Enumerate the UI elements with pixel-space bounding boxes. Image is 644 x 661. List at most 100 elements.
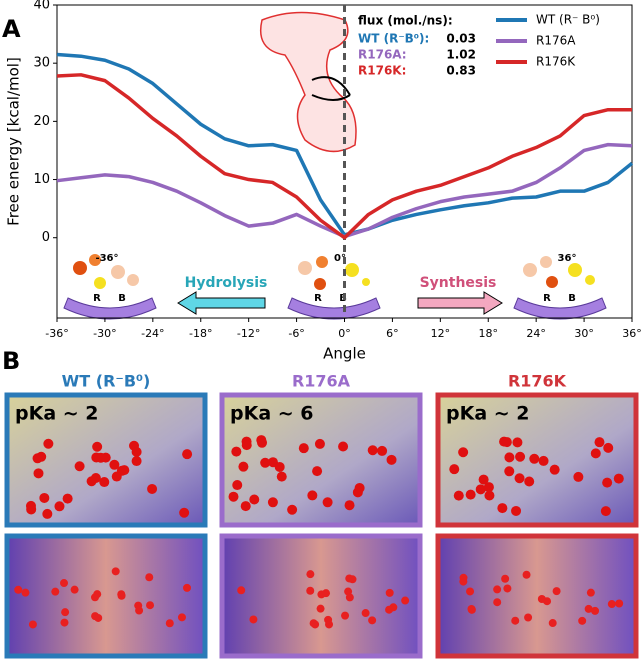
water — [578, 616, 587, 625]
water — [93, 590, 102, 599]
water — [497, 503, 508, 514]
water — [182, 449, 193, 460]
annotation: Hydrolysis — [185, 275, 268, 291]
water — [514, 473, 525, 484]
water — [119, 465, 130, 476]
water — [317, 590, 326, 599]
water — [529, 453, 540, 464]
water — [240, 501, 251, 512]
x-tick-label: 6° — [386, 327, 399, 340]
water — [453, 490, 464, 501]
water — [33, 468, 44, 479]
water — [92, 441, 103, 452]
water — [99, 477, 110, 488]
water — [311, 620, 320, 629]
water — [42, 508, 53, 519]
legend-label: R176A — [536, 34, 576, 48]
water — [267, 497, 278, 508]
water — [54, 501, 65, 512]
water — [522, 570, 531, 579]
water — [385, 588, 394, 597]
water — [14, 585, 23, 594]
water — [401, 596, 410, 605]
water — [298, 443, 309, 454]
water — [135, 606, 144, 615]
water — [306, 586, 315, 595]
image-top — [435, 392, 639, 528]
x-tick-label: -6° — [288, 327, 304, 340]
flux-title: flux (mol./ns): — [358, 14, 453, 28]
flux-label: R176A: — [358, 48, 407, 62]
water — [228, 491, 239, 502]
water — [584, 604, 593, 613]
water — [478, 474, 489, 485]
annotation: 36° — [558, 253, 577, 264]
water — [483, 482, 494, 493]
water — [70, 585, 79, 594]
y-axis-label: Free energy [kcal/mol] — [5, 57, 23, 226]
water — [368, 616, 377, 625]
pka-label: pKa ~ 6 — [230, 403, 314, 425]
water — [21, 588, 30, 597]
water — [458, 447, 469, 458]
water — [590, 448, 601, 459]
water — [501, 437, 512, 448]
x-tick-label: -30° — [93, 327, 116, 340]
water — [537, 594, 546, 603]
water — [511, 505, 522, 516]
water — [385, 605, 394, 614]
water — [322, 497, 333, 508]
water — [361, 609, 370, 618]
water — [603, 442, 614, 453]
water — [386, 454, 397, 465]
water — [465, 489, 476, 500]
annotation: Synthesis — [420, 275, 497, 291]
water — [344, 587, 353, 596]
water — [95, 452, 106, 463]
water — [43, 438, 54, 449]
x-tick-label: 0° — [338, 327, 351, 340]
water — [475, 484, 486, 495]
annotation: -36° — [95, 253, 118, 264]
water — [131, 456, 142, 467]
water — [86, 476, 97, 487]
x-tick-label: -12° — [237, 327, 260, 340]
water — [493, 585, 502, 594]
water — [60, 579, 69, 588]
water — [183, 583, 192, 592]
water — [111, 567, 120, 576]
water — [504, 452, 515, 463]
image-bottom — [435, 533, 639, 659]
water — [131, 446, 142, 457]
water — [524, 476, 535, 487]
annotation: R — [543, 293, 551, 304]
water — [74, 461, 85, 472]
water — [314, 438, 325, 449]
water — [607, 600, 616, 609]
y-tick-label: 20 — [33, 114, 50, 129]
x-tick-label: -24° — [141, 327, 164, 340]
water — [274, 461, 285, 472]
water — [306, 570, 315, 579]
water — [377, 445, 388, 456]
water — [145, 573, 154, 582]
water — [62, 493, 73, 504]
water — [344, 500, 355, 511]
x-tick-label: 18° — [479, 327, 499, 340]
water — [459, 573, 468, 582]
water — [466, 587, 475, 596]
water — [117, 591, 126, 600]
water — [449, 464, 460, 475]
water — [591, 606, 600, 615]
water — [549, 464, 560, 475]
water — [600, 506, 611, 517]
image-bottom — [4, 533, 208, 659]
water — [256, 435, 267, 446]
water — [238, 461, 249, 472]
water — [515, 451, 526, 462]
water — [231, 446, 242, 457]
annotation: R — [93, 293, 101, 304]
y-tick-label: 40 — [33, 0, 50, 13]
water — [249, 494, 260, 505]
water — [511, 616, 520, 625]
